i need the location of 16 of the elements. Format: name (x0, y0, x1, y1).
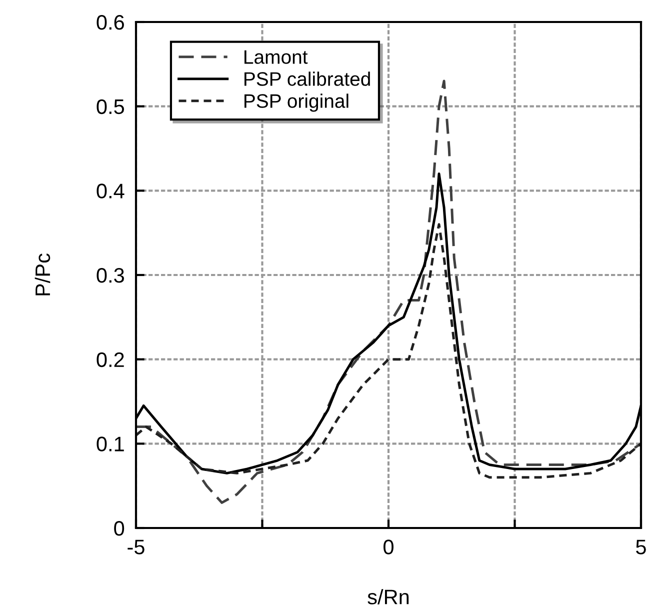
legend-label: Lamont (244, 50, 308, 64)
legend-label: PSP original (244, 94, 348, 112)
line-series (136, 223, 641, 479)
x-tick-label: 5 (636, 540, 646, 554)
legend-label: PSP calibrated (244, 72, 370, 86)
x-tick-label: -5 (128, 540, 144, 554)
y-tick-label: 0 (114, 521, 124, 536)
y-tick-label: 0.5 (96, 99, 124, 114)
y-tick-label: 0.1 (96, 436, 124, 452)
x-tick-label: 0 (384, 540, 394, 554)
y-tick-label: 0.4 (96, 184, 124, 198)
y-axis-title: P/Pc (34, 254, 50, 296)
x-axis-title: s/Rn (368, 589, 409, 604)
y-tick-label: 0.2 (96, 352, 124, 368)
y-tick-label: 0.6 (96, 15, 124, 30)
y-tick-label: 0.3 (96, 268, 124, 283)
